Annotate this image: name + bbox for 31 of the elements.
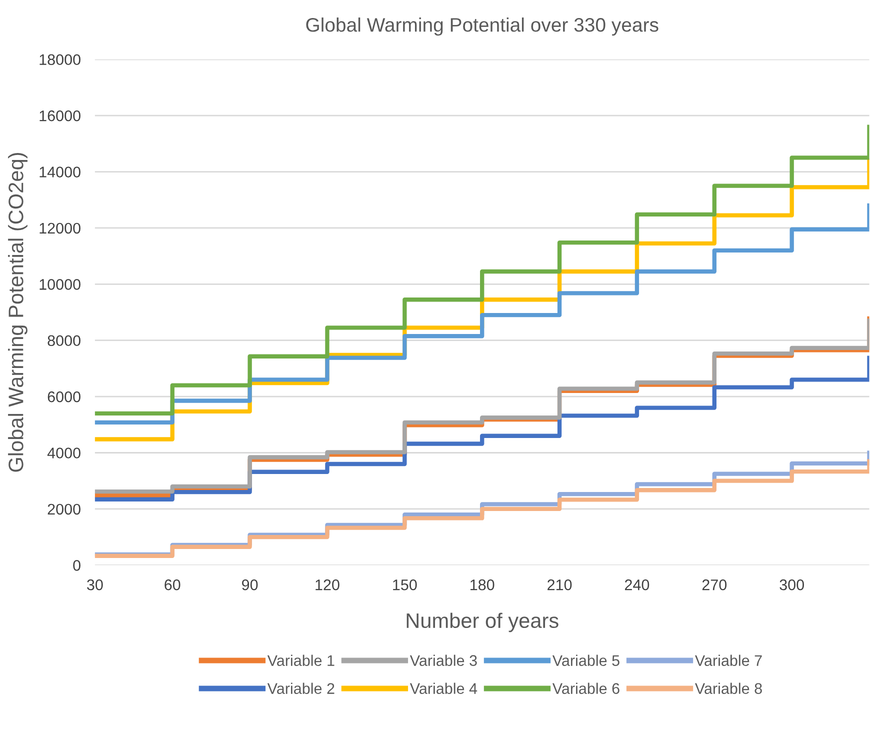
- y-tick-label: 10000: [40, 279, 80, 290]
- x-tick-label: 270: [702, 579, 727, 590]
- y-tick-label: 2000: [48, 504, 80, 515]
- legend-label: Variable 1: [267, 654, 334, 666]
- x-tick-label: 120: [316, 579, 340, 590]
- legend-label: Variable 8: [694, 682, 762, 694]
- x-tick-label: 180: [470, 579, 494, 590]
- x-tick-label: 150: [393, 579, 417, 590]
- x-axis-title: Number of years: [406, 612, 558, 632]
- legend-label: Variable 4: [410, 682, 478, 694]
- y-tick-label: 0: [73, 560, 80, 571]
- x-tick-label: 300: [780, 579, 804, 590]
- y-axis-title: Global Warming Potential (CO2eq): [8, 152, 28, 472]
- y-tick-label: 4000: [47, 448, 80, 458]
- legend-label: Variable 2: [267, 682, 334, 694]
- y-tick-label: 12000: [40, 222, 80, 234]
- x-tick-label: 60: [164, 579, 180, 590]
- legend-label: Variable 3: [410, 654, 477, 666]
- y-tick-label: 6000: [48, 391, 80, 402]
- x-tick-label: 240: [624, 579, 650, 590]
- y-tick-label: 18000: [40, 54, 80, 66]
- y-tick-label: 14000: [40, 166, 80, 178]
- legend-label: Variable 6: [552, 682, 620, 694]
- legend-label: Variable 7: [694, 654, 762, 666]
- x-tick-label: 210: [548, 579, 572, 590]
- x-tick-label: 30: [87, 579, 103, 590]
- chart-title: Global Warming Potential over 330 years: [306, 18, 658, 36]
- y-tick-label: 16000: [40, 110, 80, 122]
- legend-label: Variable 5: [552, 654, 620, 666]
- x-tick-label: 90: [242, 579, 258, 590]
- y-tick-label: 8000: [48, 335, 80, 346]
